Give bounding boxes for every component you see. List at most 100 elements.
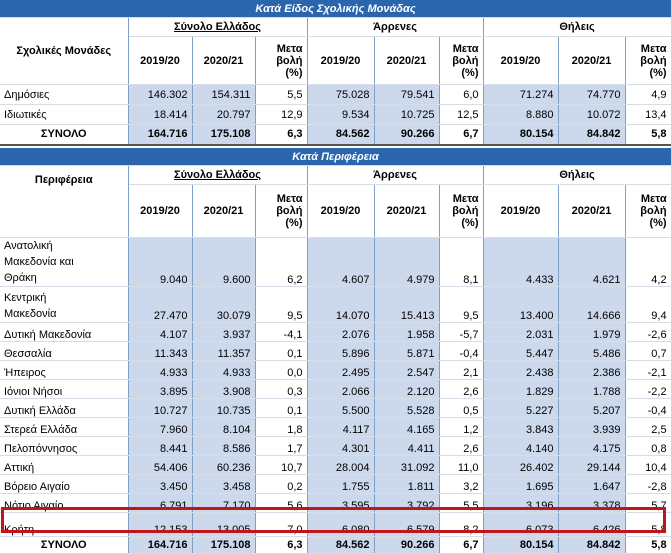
col-header-year1: 2019/20: [307, 36, 375, 85]
table-cell: 2.120: [374, 379, 440, 399]
table-cell: 146.302: [128, 84, 193, 105]
table-cell: 18.414: [128, 104, 193, 125]
table-cell: 6.426: [558, 512, 626, 537]
table-cell: 1,2: [439, 417, 484, 437]
row-label-header: Περιφέρεια: [0, 165, 129, 238]
table-row: Πελοπόννησος 8.441 8.586 1,7 4.301 4.411 2,6 4.…: [0, 436, 671, 456]
table-cell: 8.441: [128, 436, 193, 456]
table-cell: 4,2: [625, 237, 671, 287]
group-header-female: Θήλεις: [483, 17, 671, 37]
table-cell: 5,5: [439, 493, 484, 513]
table-cell: 7.960: [128, 417, 193, 437]
table-cell: 20.797: [192, 104, 256, 125]
school-type-table: Κατά Είδος Σχολικής Μονάδας Σχολικές Μον…: [0, 0, 671, 146]
table-cell: -2,8: [625, 474, 671, 494]
table-row: Αττική 54.406 60.236 10,7 28.004 31.092 11,0 26…: [0, 455, 671, 475]
row-label: Ανατολική Μακεδονία και Θράκη: [0, 237, 129, 287]
table-cell: 5.447: [483, 341, 559, 361]
table-row: Ιόνιοι Νήσοι 3.895 3.908 0,3 2.066 2.120 2,6 1.…: [0, 379, 671, 399]
col-header-change: Μετα βολή (%): [625, 184, 671, 238]
table-cell: -5,7: [439, 322, 484, 342]
total-cell: 5,8: [625, 536, 671, 554]
table-cell: 28.004: [307, 455, 375, 475]
table-cell: 5.227: [483, 398, 559, 418]
table-cell: 4.117: [307, 417, 375, 437]
total-cell: 5,8: [625, 124, 671, 146]
table-cell: 14.070: [307, 286, 375, 323]
table-cell: 26.402: [483, 455, 559, 475]
table-cell: 12,9: [255, 104, 308, 125]
table-cell: -4,1: [255, 322, 308, 342]
table-cell: 4.411: [374, 436, 440, 456]
total-cell: 90.266: [374, 536, 440, 554]
table-cell: 1.755: [307, 474, 375, 494]
total-cell: 84.842: [558, 536, 626, 554]
table-cell: 8.880: [483, 104, 559, 125]
table-cell: 2.495: [307, 360, 375, 380]
table-cell: 5,8: [625, 512, 671, 537]
table-cell: 3.843: [483, 417, 559, 437]
table-row: Δυτική Ελλάδα 10.727 10.735 0,1 5.500 5.528 0,…: [0, 398, 671, 418]
table-cell: 5,6: [255, 493, 308, 513]
table-cell: 1,7: [255, 436, 308, 456]
table-cell: 13,4: [625, 104, 671, 125]
total-cell: 175.108: [192, 124, 256, 146]
table-cell: 3.908: [192, 379, 256, 399]
col-header-year2: 2020/21: [192, 36, 256, 85]
table-cell: 8.104: [192, 417, 256, 437]
table-cell: 2,6: [439, 436, 484, 456]
total-cell: 164.716: [128, 124, 193, 146]
table-cell: 4.979: [374, 237, 440, 287]
total-cell: 6,7: [439, 124, 484, 146]
table-cell: 13.400: [483, 286, 559, 323]
table-cell: 2,1: [439, 360, 484, 380]
total-label: ΣΥΝΟΛΟ: [0, 124, 129, 146]
col-header-year2: 2020/21: [374, 36, 440, 85]
table-cell: 4.933: [192, 360, 256, 380]
table-cell: 1.811: [374, 474, 440, 494]
table-cell: 1,8: [255, 417, 308, 437]
row-label: Κεντρική Μακεδονία: [0, 286, 129, 323]
group-header-male: Άρρενες: [307, 165, 484, 185]
col-header-change: Μετα βολή (%): [439, 36, 484, 85]
total-row: ΣΥΝΟΛΟ 164.716 175.108 6,3 84.562 90.266 6,7 80…: [0, 124, 671, 146]
table-cell: 3.595: [307, 493, 375, 513]
total-cell: 80.154: [483, 536, 559, 554]
table-row: Δημόσιες 146.302 154.311 5,5 75.028 79.541 6,0…: [0, 84, 671, 105]
table-cell: 2.547: [374, 360, 440, 380]
table-cell: 6.791: [128, 493, 193, 513]
table-cell: 30.079: [192, 286, 256, 323]
total-cell: 84.562: [307, 124, 375, 146]
table-cell: 1.788: [558, 379, 626, 399]
table-cell: 71.274: [483, 84, 559, 105]
table-cell: 6.080: [307, 512, 375, 537]
table-cell: 12.153: [128, 512, 193, 537]
table-cell: 29.144: [558, 455, 626, 475]
section-banner-region: Κατά Περιφέρεια: [0, 148, 671, 166]
table-row: Κεντρική Μακεδονία 27.470 30.079 9,5 14.070 15…: [0, 286, 671, 323]
table-cell: 4.165: [374, 417, 440, 437]
table-row: Κρήτη 12.153 13.005 7,0 6.080 6.579 8,2 6.073 6.…: [0, 512, 671, 537]
group-header-male: Άρρενες: [307, 17, 484, 37]
table-cell: 5,7: [625, 493, 671, 513]
table-cell: 6.579: [374, 512, 440, 537]
table-cell: 4.175: [558, 436, 626, 456]
table-cell: 5.207: [558, 398, 626, 418]
col-header-year1: 2019/20: [483, 36, 559, 85]
region-table: Κατά Περιφέρεια Περιφέρεια Σύνολο Ελλάδο…: [0, 148, 671, 554]
table-cell: 9.040: [128, 237, 193, 287]
table-cell: 5.500: [307, 398, 375, 418]
table-cell: 3.792: [374, 493, 440, 513]
table-row: Θεσσαλία 11.343 11.357 0,1 5.896 5.871 -0,4 5.4…: [0, 341, 671, 361]
table-cell: 4.301: [307, 436, 375, 456]
table-cell: 2,6: [439, 379, 484, 399]
table-row: Δυτική Μακεδονία 4.107 3.937 -4,1 2.076 1.958…: [0, 322, 671, 342]
row-label: Δυτική Ελλάδα: [0, 398, 129, 418]
table-cell: 0,3: [255, 379, 308, 399]
row-label: Πελοπόννησος: [0, 436, 129, 456]
table-cell: 3.895: [128, 379, 193, 399]
table-row: Ήπειρος 4.933 4.933 0,0 2.495 2.547 2,1 2.438 2.…: [0, 360, 671, 380]
table-cell: 3.937: [192, 322, 256, 342]
table-cell: 2.066: [307, 379, 375, 399]
table-cell: 11,0: [439, 455, 484, 475]
